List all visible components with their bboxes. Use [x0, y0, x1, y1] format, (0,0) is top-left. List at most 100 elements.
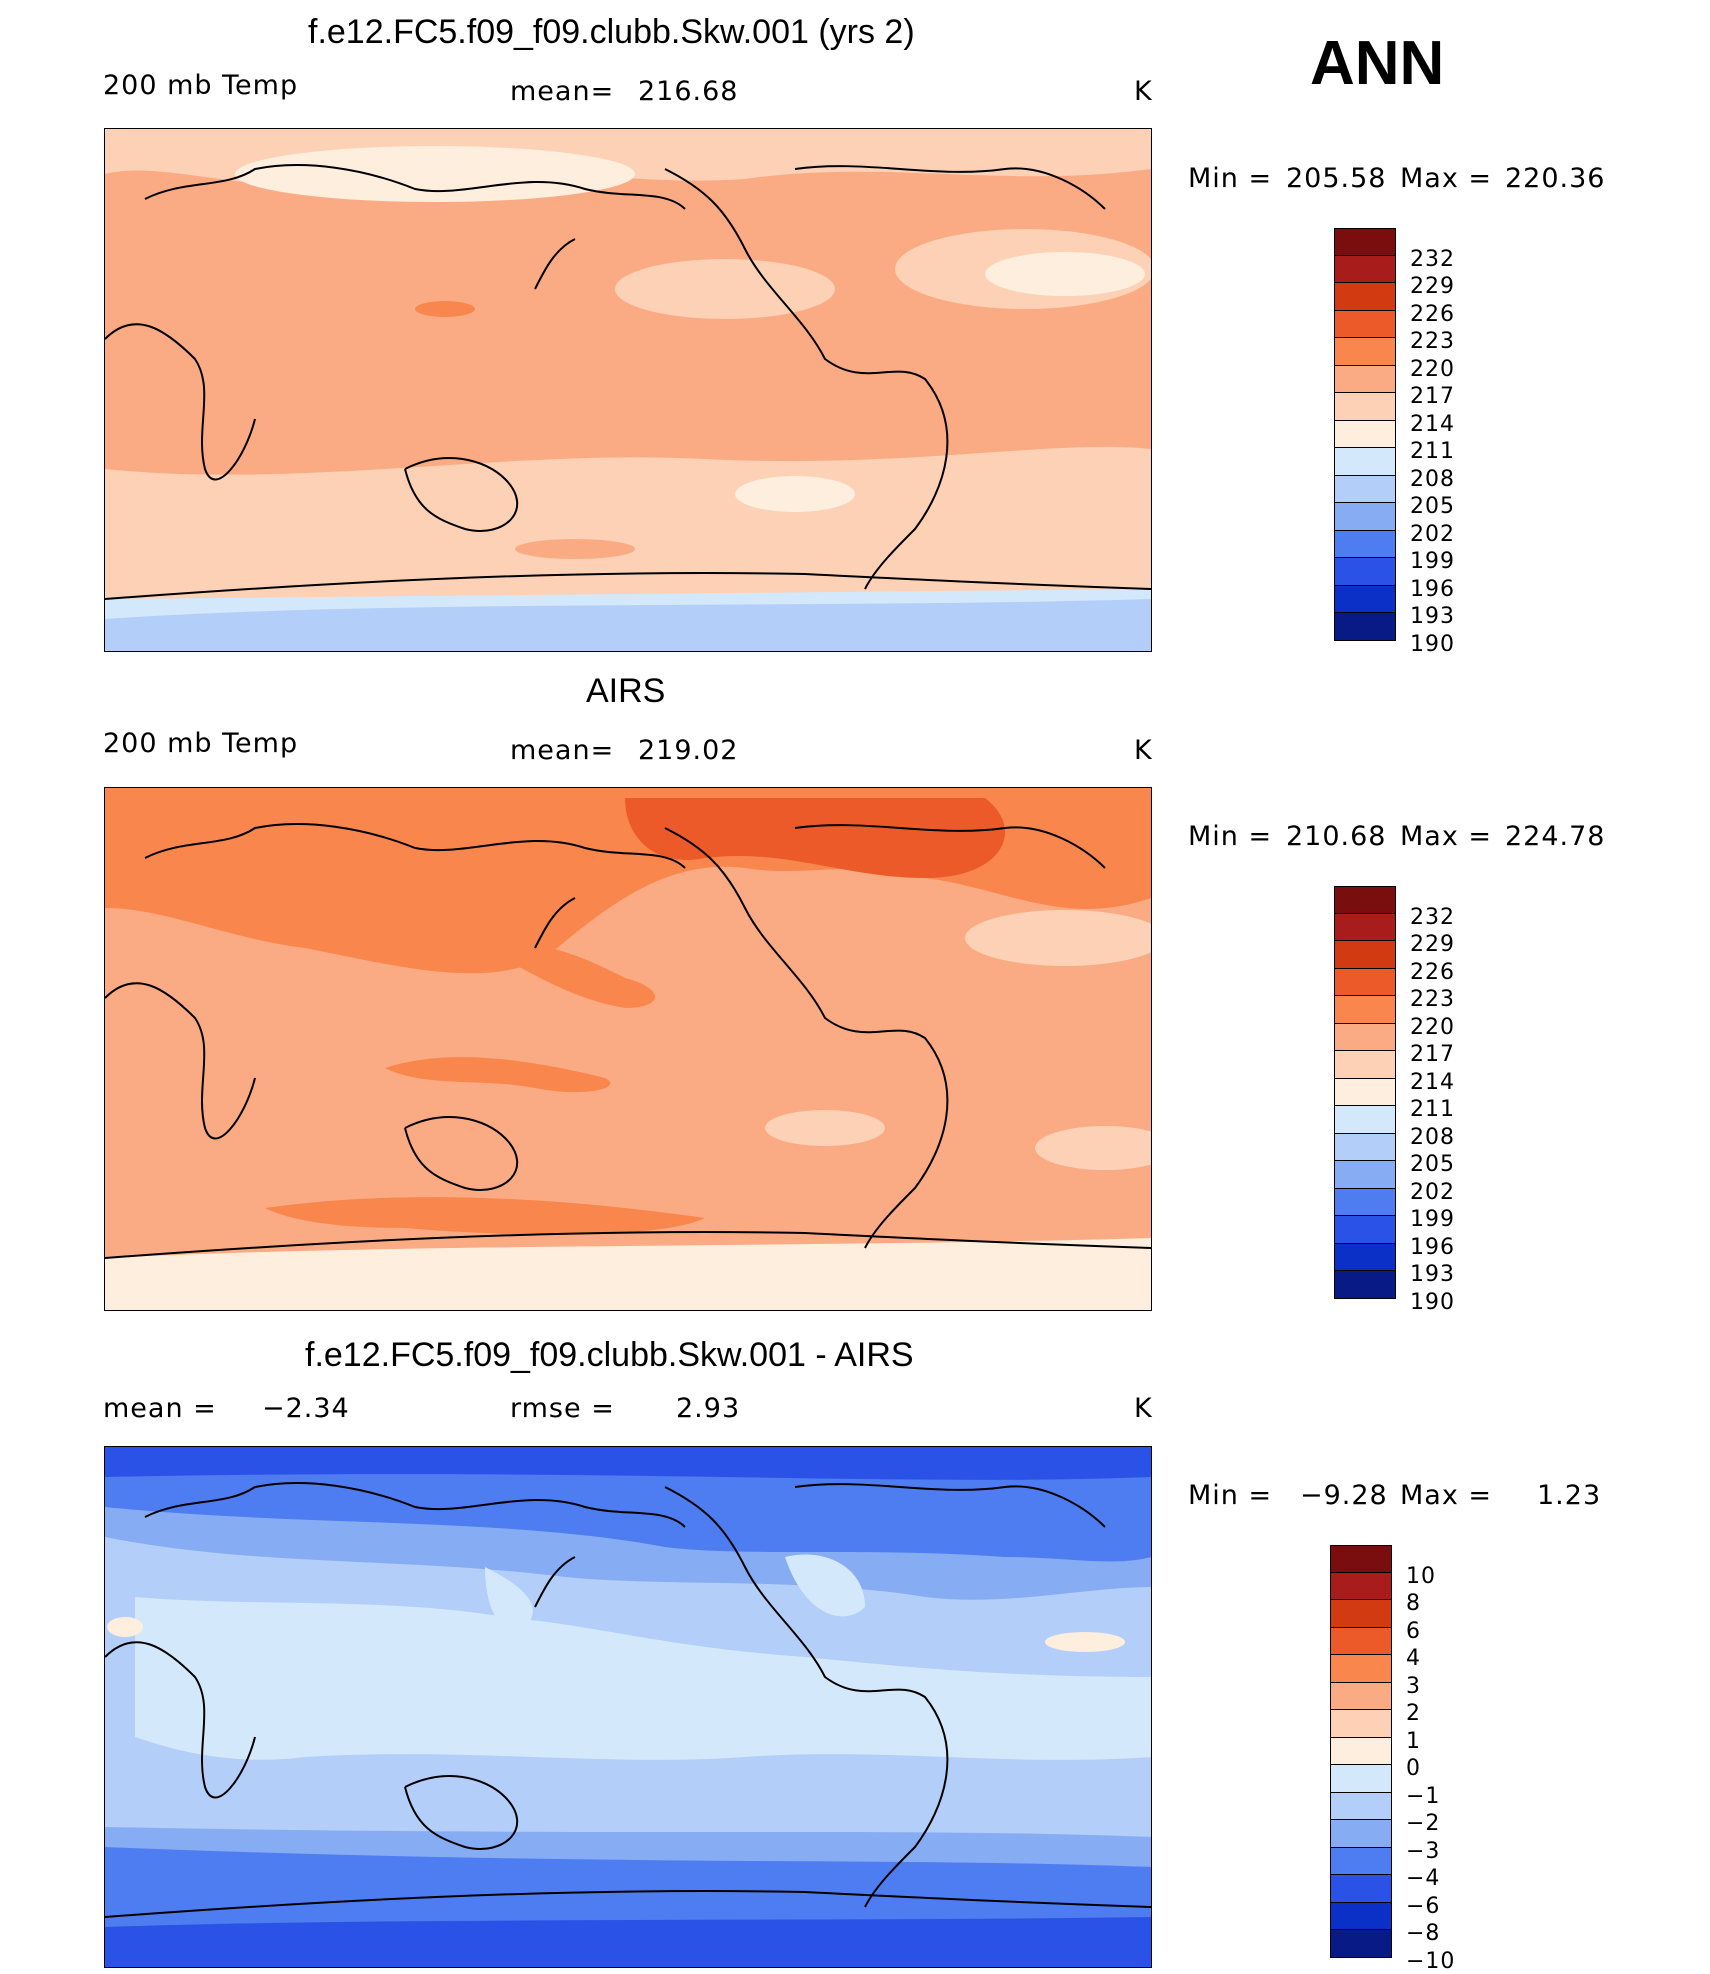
panel-obs-min-label: Min =	[1188, 821, 1273, 852]
colorbar-level-label: 211	[1410, 1097, 1455, 1123]
colorbar-swatch	[1334, 1051, 1396, 1079]
panel-diff-min-value: −9.28	[1300, 1480, 1388, 1511]
colorbar-swatch	[1330, 1682, 1392, 1711]
panel-model-variable-label: 200 mb Temp	[103, 70, 299, 101]
colorbar-swatch	[1330, 1902, 1392, 1931]
colorbar-swatch	[1334, 968, 1396, 997]
colorbar-level-label: 3	[1406, 1673, 1421, 1699]
panel-model-mean-label: mean=	[510, 76, 615, 107]
panel-model-colorbar: 232 229 226 223 220 217 214 211 208 205 202 199 196 1…	[1334, 228, 1454, 657]
colorbar-swatch	[1334, 558, 1396, 586]
panel-model-min-value: 205.58	[1286, 163, 1387, 194]
colorbar-level-label: 220	[1410, 356, 1455, 382]
panel-obs-mean-value: 219.02	[638, 735, 739, 766]
colorbar-swatch	[1334, 1188, 1396, 1217]
colorbar-swatch	[1334, 228, 1396, 256]
colorbar-swatch	[1334, 255, 1396, 284]
colorbar-level-label: 223	[1410, 329, 1455, 355]
panel-model-max-label: Max =	[1400, 163, 1493, 194]
colorbar-level-label: −6	[1406, 1893, 1441, 1919]
colorbar-swatch	[1334, 420, 1396, 449]
colorbar-swatch	[1330, 1765, 1392, 1793]
colorbar-level-label: 208	[1410, 466, 1455, 492]
colorbar-swatch	[1330, 1930, 1392, 1958]
colorbar-swatch	[1334, 1243, 1396, 1272]
panel-diff-mean-label: mean =	[103, 1393, 217, 1424]
colorbar-swatch	[1330, 1847, 1392, 1876]
panel-obs-max-value: 224.78	[1505, 821, 1606, 852]
colorbar-level-label: 208	[1410, 1124, 1455, 1150]
colorbar-swatch	[1334, 365, 1396, 394]
colorbar-swatch	[1334, 1078, 1396, 1107]
colorbar-swatch	[1330, 1572, 1392, 1601]
colorbar-level-label: 8	[1406, 1591, 1421, 1617]
panel-model-max-value: 220.36	[1505, 163, 1606, 194]
panel-obs-max-label: Max =	[1400, 821, 1493, 852]
panel-model-mean-value: 216.68	[638, 76, 739, 107]
panel-diff-title: f.e12.FC5.f09_f09.clubb.Skw.001 - AIRS	[305, 1336, 914, 1374]
colorbar-swatch	[1330, 1792, 1392, 1821]
colorbar-swatch	[1334, 448, 1396, 476]
colorbar-level-label: −1	[1406, 1783, 1441, 1809]
colorbar-swatch	[1334, 475, 1396, 504]
colorbar-swatch	[1334, 1106, 1396, 1134]
colorbar-swatch	[1334, 613, 1396, 641]
colorbar-swatch	[1330, 1600, 1392, 1628]
colorbar-swatch	[1330, 1875, 1392, 1903]
panel-diff-rmse-value: 2.93	[676, 1393, 741, 1424]
colorbar-level-label: 190	[1410, 632, 1455, 657]
colorbar-level-label: 1	[1406, 1728, 1421, 1754]
colorbar-swatch	[1334, 503, 1396, 531]
colorbar-level-label: 196	[1410, 576, 1455, 602]
colorbar-level-label: 6	[1406, 1618, 1421, 1644]
colorbar-level-label: 4	[1406, 1646, 1421, 1672]
colorbar-level-label: −2	[1406, 1811, 1441, 1837]
colorbar-level-label: 190	[1410, 1290, 1455, 1315]
colorbar-level-label: 226	[1410, 301, 1455, 327]
colorbar-swatch	[1334, 1161, 1396, 1189]
colorbar-level-label: −8	[1406, 1921, 1441, 1947]
panel-diff-map	[104, 1446, 1152, 1968]
colorbar-swatch	[1334, 1271, 1396, 1299]
colorbar-level-label: −3	[1406, 1838, 1441, 1864]
colorbar-swatch	[1330, 1737, 1392, 1766]
panel-diff-units: K	[1134, 1393, 1153, 1424]
colorbar-level-label: 214	[1410, 1069, 1455, 1095]
colorbar-swatch	[1334, 283, 1396, 311]
panel-obs-min-value: 210.68	[1286, 821, 1387, 852]
colorbar-level-label: 229	[1410, 932, 1455, 958]
colorbar-swatch	[1330, 1627, 1392, 1656]
season-label: ANN	[1310, 29, 1445, 98]
colorbar-swatch	[1334, 996, 1396, 1024]
colorbar-level-label: 217	[1410, 1042, 1455, 1068]
colorbar-swatch	[1334, 1133, 1396, 1162]
panel-diff-min-label: Min =	[1188, 1480, 1273, 1511]
colorbar-level-label: 220	[1410, 1014, 1455, 1040]
colorbar-level-label: −10	[1406, 1949, 1456, 1974]
colorbar-level-label: 226	[1410, 959, 1455, 985]
colorbar-level-label: 211	[1410, 439, 1455, 465]
colorbar-level-label: 202	[1410, 1179, 1455, 1205]
panel-obs-map	[104, 787, 1152, 1311]
colorbar-swatch	[1334, 530, 1396, 559]
colorbar-swatch	[1334, 310, 1396, 339]
colorbar-level-label: 232	[1410, 904, 1455, 930]
colorbar-swatch	[1334, 886, 1396, 914]
colorbar-level-label: 193	[1410, 604, 1455, 630]
colorbar-swatch	[1330, 1710, 1392, 1738]
colorbar-level-label: 199	[1410, 549, 1455, 575]
panel-diff-max-value: 1.23	[1537, 1480, 1602, 1511]
colorbar-level-label: 199	[1410, 1207, 1455, 1233]
colorbar-swatch	[1334, 338, 1396, 366]
colorbar-level-label: 232	[1410, 246, 1455, 272]
colorbar-swatch	[1334, 393, 1396, 421]
colorbar-level-label: 205	[1410, 1152, 1455, 1178]
panel-diff-max-label: Max =	[1400, 1480, 1493, 1511]
colorbar-level-label: 223	[1410, 987, 1455, 1013]
panel-obs-mean-label: mean=	[510, 735, 615, 766]
panel-obs-colorbar: 232 229 226 223 220 217 214 211 208 205 202 199 196 1…	[1334, 886, 1454, 1315]
colorbar-swatch	[1334, 1023, 1396, 1052]
colorbar-swatch	[1334, 941, 1396, 969]
colorbar-level-label: 10	[1406, 1563, 1436, 1589]
colorbar-swatch	[1330, 1820, 1392, 1848]
